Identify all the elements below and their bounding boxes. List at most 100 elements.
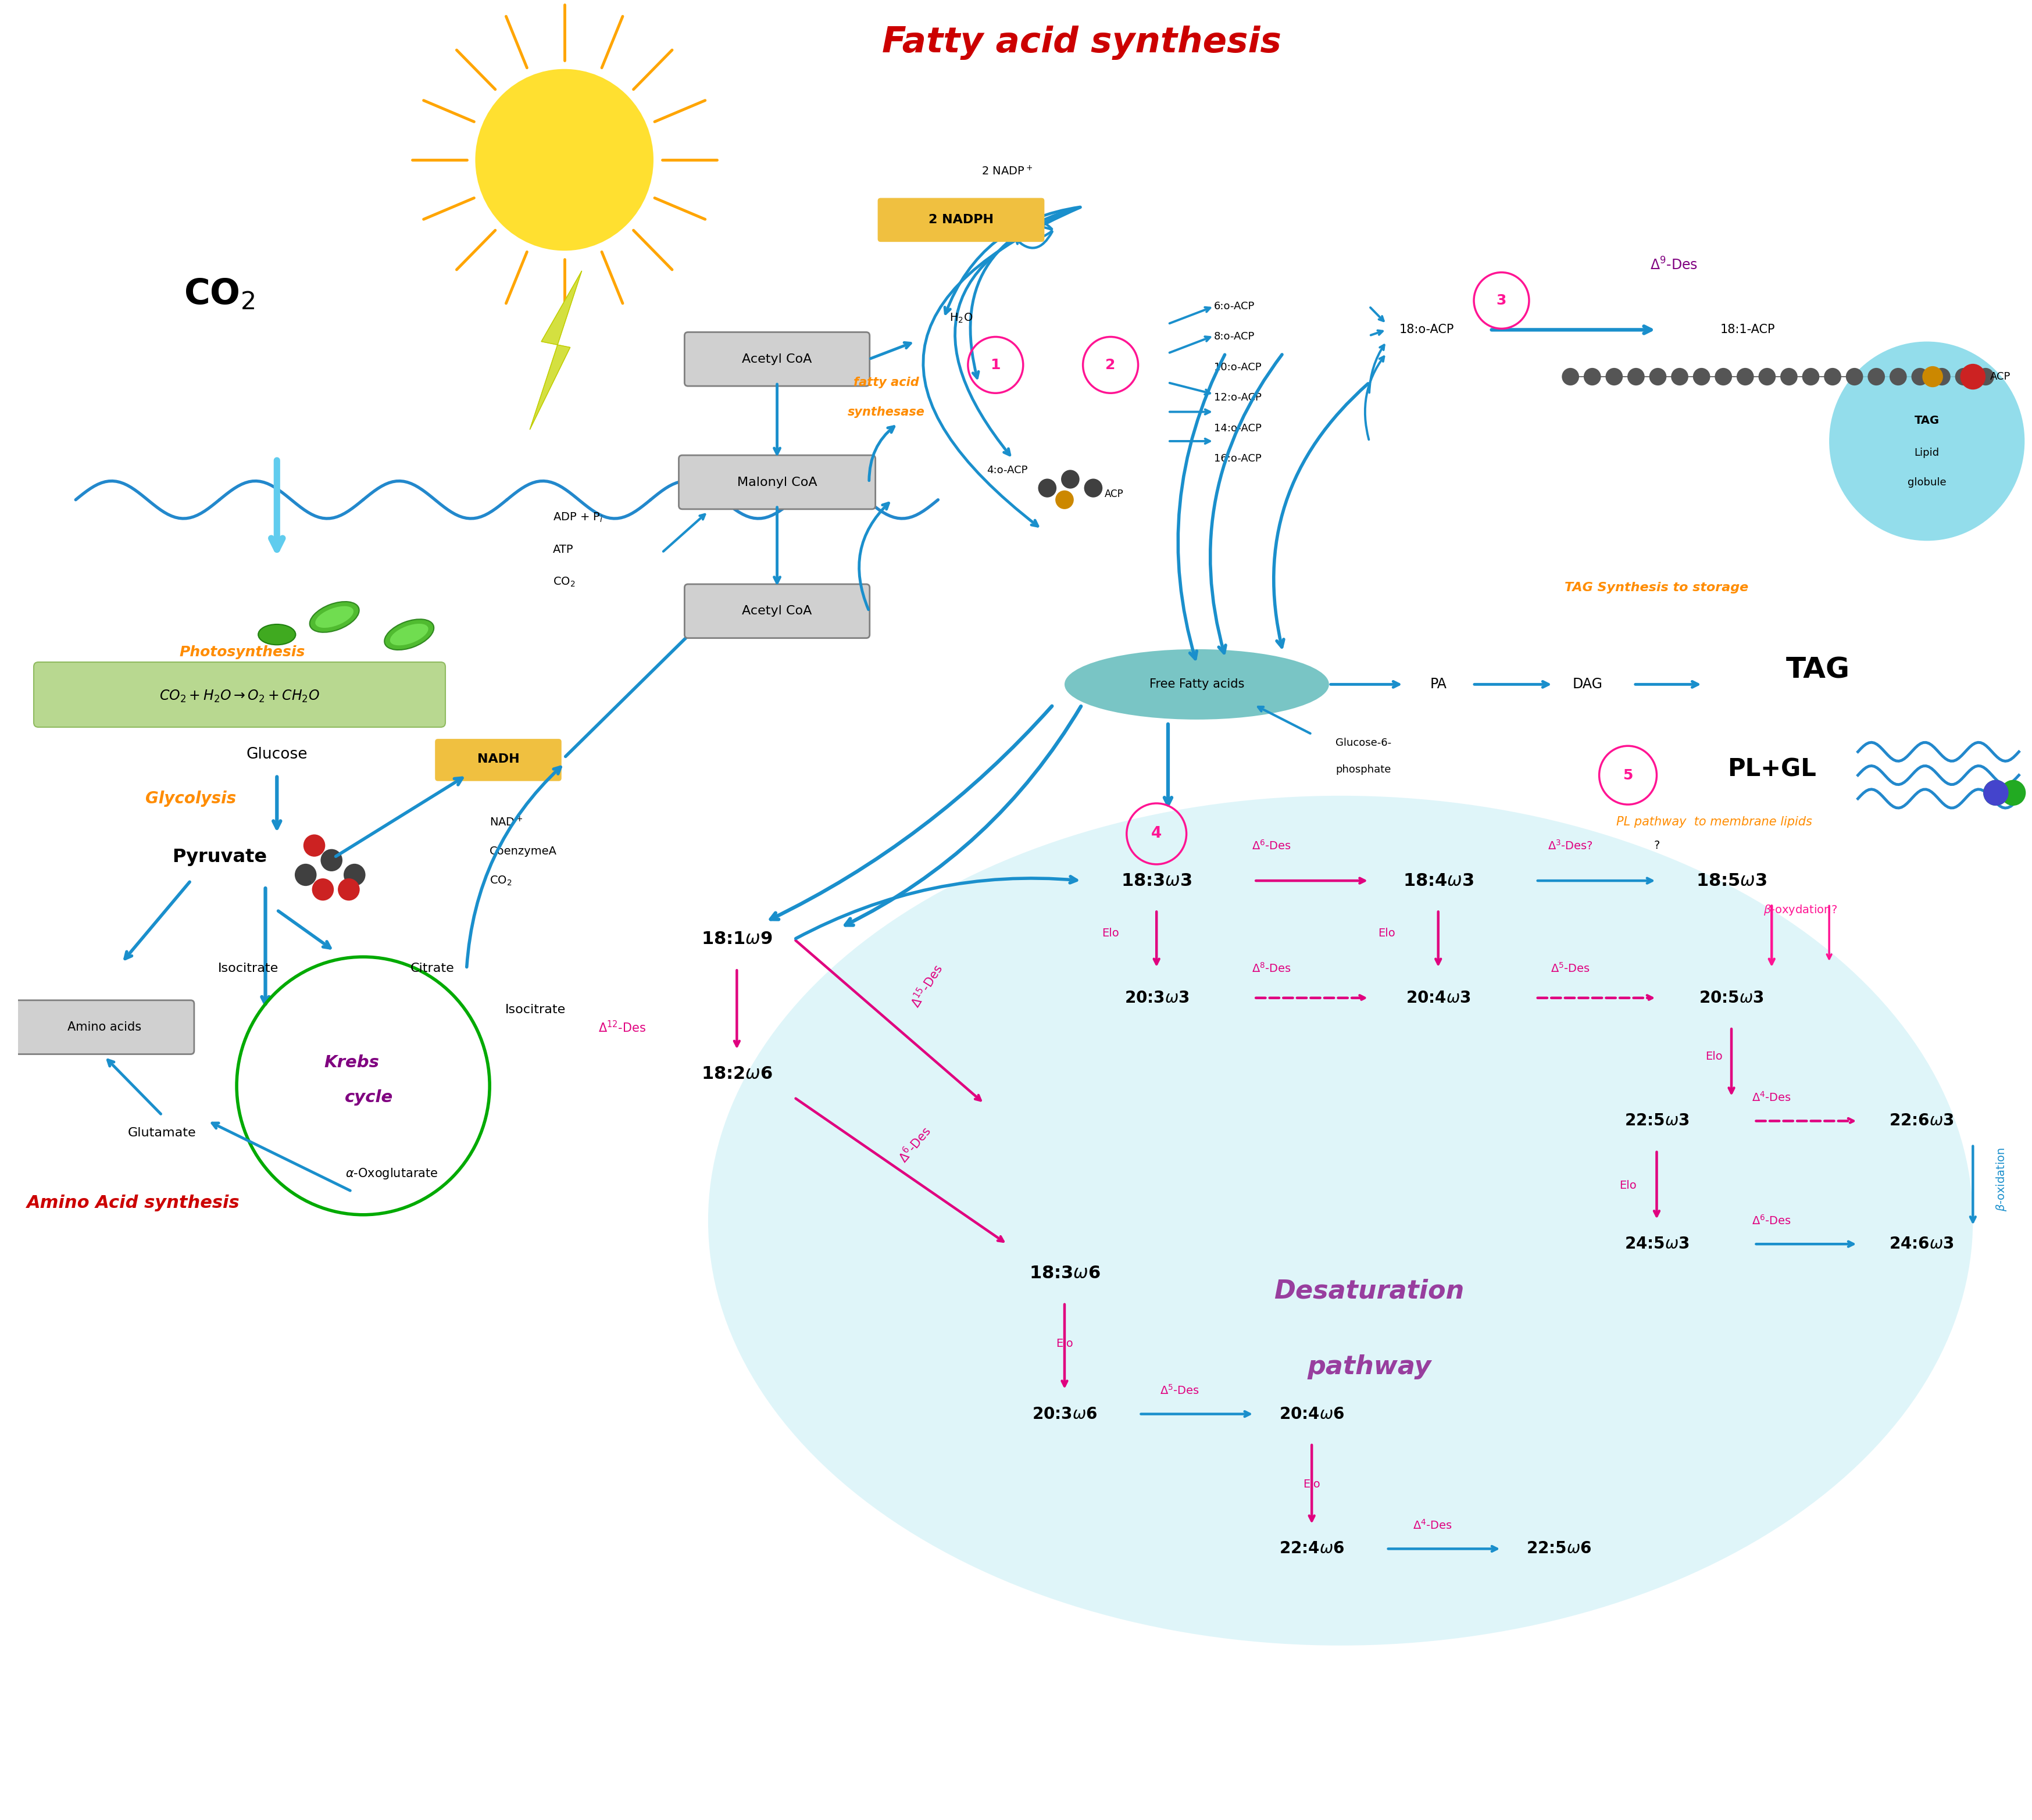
Text: Acetyl CoA: Acetyl CoA: [742, 353, 813, 366]
Text: CoenzymeA: CoenzymeA: [490, 846, 557, 857]
Text: PL+GL: PL+GL: [1727, 757, 1817, 781]
Text: $\beta$-oxidation: $\beta$-oxidation: [1995, 1148, 2008, 1212]
Text: pathway: pathway: [1307, 1354, 1431, 1380]
Text: $\Delta^4$-Des: $\Delta^4$-Des: [1752, 1092, 1792, 1105]
Text: $\Delta^9$-Des: $\Delta^9$-Des: [1650, 257, 1699, 273]
Text: Elo: Elo: [1101, 928, 1120, 939]
Text: Acetyl CoA: Acetyl CoA: [742, 606, 813, 617]
Text: Amino acids: Amino acids: [67, 1021, 142, 1034]
Text: Elo: Elo: [1303, 1480, 1321, 1491]
Circle shape: [1055, 490, 1073, 510]
Text: 22:6$\omega$3: 22:6$\omega$3: [1890, 1112, 1953, 1128]
Circle shape: [1912, 368, 1928, 386]
Circle shape: [1890, 368, 1906, 386]
Text: 2 NADPH: 2 NADPH: [929, 213, 994, 226]
Text: $\Delta^8$-Des: $\Delta^8$-Des: [1252, 963, 1290, 976]
Text: 5: 5: [1624, 768, 1634, 783]
Circle shape: [1085, 479, 1103, 497]
Text: ?: ?: [1654, 841, 1660, 852]
Ellipse shape: [309, 602, 360, 632]
Text: TAG: TAG: [1914, 415, 1939, 426]
FancyBboxPatch shape: [685, 331, 870, 386]
Text: phosphate: phosphate: [1335, 764, 1392, 775]
Circle shape: [343, 864, 366, 886]
Text: Isocitrate: Isocitrate: [217, 963, 278, 974]
Text: 22:4$\omega$6: 22:4$\omega$6: [1280, 1542, 1345, 1556]
Circle shape: [1845, 368, 1863, 386]
Ellipse shape: [707, 795, 1973, 1645]
Text: $\Delta^5$-Des: $\Delta^5$-Des: [1550, 963, 1591, 976]
Text: 1: 1: [990, 359, 1000, 371]
Circle shape: [1999, 781, 2026, 806]
FancyBboxPatch shape: [685, 584, 870, 639]
Text: $\Delta^6$-Des: $\Delta^6$-Des: [896, 1123, 935, 1165]
Text: 8:o-ACP: 8:o-ACP: [1213, 331, 1256, 342]
Text: 18:o-ACP: 18:o-ACP: [1400, 324, 1455, 335]
Text: $\Delta^3$-Des?: $\Delta^3$-Des?: [1548, 839, 1593, 852]
FancyBboxPatch shape: [435, 739, 561, 781]
Ellipse shape: [390, 624, 429, 646]
Ellipse shape: [315, 606, 354, 628]
Text: 20:3$\omega$3: 20:3$\omega$3: [1124, 990, 1189, 1006]
Text: $\mathit{CO_2 + H_2O \rightarrow O_2 + CH_2O}$: $\mathit{CO_2 + H_2O \rightarrow O_2 + C…: [158, 688, 319, 704]
FancyBboxPatch shape: [878, 198, 1044, 242]
Circle shape: [1829, 342, 2024, 541]
Text: 24:6$\omega$3: 24:6$\omega$3: [1890, 1236, 1953, 1252]
Circle shape: [1780, 368, 1798, 386]
Text: 16:o-ACP: 16:o-ACP: [1213, 453, 1262, 464]
Circle shape: [1802, 368, 1819, 386]
Text: 2: 2: [1105, 359, 1116, 371]
Text: $\Delta^6$-Des: $\Delta^6$-Des: [1752, 1214, 1792, 1227]
Text: 4:o-ACP: 4:o-ACP: [988, 466, 1028, 475]
Text: 20:5$\omega$3: 20:5$\omega$3: [1699, 990, 1764, 1006]
Circle shape: [1977, 368, 1993, 386]
Text: H$_2$O: H$_2$O: [949, 311, 973, 324]
Circle shape: [475, 69, 654, 251]
Text: $\Delta^5$-Des: $\Delta^5$-Des: [1160, 1385, 1199, 1398]
FancyBboxPatch shape: [14, 1001, 195, 1054]
Text: 4: 4: [1152, 826, 1162, 841]
Text: DAG: DAG: [1573, 677, 1603, 692]
Text: CO$_2$: CO$_2$: [553, 575, 575, 588]
Circle shape: [1867, 368, 1886, 386]
Ellipse shape: [384, 619, 435, 650]
Text: NADH: NADH: [478, 753, 520, 764]
Text: 18:1$\omega$9: 18:1$\omega$9: [701, 930, 772, 948]
Text: 18:1-ACP: 18:1-ACP: [1719, 324, 1774, 335]
Circle shape: [1955, 368, 1973, 386]
Circle shape: [337, 879, 360, 901]
Circle shape: [1061, 470, 1079, 488]
Text: 20:3$\omega$6: 20:3$\omega$6: [1032, 1405, 1097, 1421]
Text: TAG Synthesis to storage: TAG Synthesis to storage: [1565, 582, 1750, 593]
Text: Amino Acid synthesis: Amino Acid synthesis: [26, 1194, 240, 1212]
Text: Lipid: Lipid: [1914, 448, 1939, 459]
Text: Krebs: Krebs: [323, 1054, 380, 1070]
Text: $\beta$-oxydation?: $\beta$-oxydation?: [1764, 903, 1837, 917]
Text: PL pathway  to membrane lipids: PL pathway to membrane lipids: [1615, 817, 1813, 828]
Text: 6:o-ACP: 6:o-ACP: [1213, 300, 1256, 311]
Text: 14:o-ACP: 14:o-ACP: [1213, 422, 1262, 433]
Text: CO$_2$: CO$_2$: [490, 874, 512, 886]
Circle shape: [313, 879, 333, 901]
Text: CO$_2$: CO$_2$: [183, 277, 254, 311]
Text: NAD$^+$: NAD$^+$: [490, 815, 522, 828]
Circle shape: [1628, 368, 1644, 386]
Circle shape: [1932, 368, 1951, 386]
Text: 18:2$\omega$6: 18:2$\omega$6: [701, 1067, 772, 1083]
Text: ADP + P$_i$: ADP + P$_i$: [553, 511, 604, 524]
Text: Fatty acid synthesis: Fatty acid synthesis: [882, 25, 1282, 60]
Text: ACP: ACP: [1989, 371, 2012, 382]
Polygon shape: [530, 271, 581, 430]
Circle shape: [1038, 479, 1057, 497]
Circle shape: [1737, 368, 1754, 386]
Text: synthesase: synthesase: [847, 406, 925, 417]
Text: Free Fatty acids: Free Fatty acids: [1150, 679, 1244, 690]
Circle shape: [303, 834, 325, 857]
Text: 18:3$\omega$6: 18:3$\omega$6: [1028, 1265, 1099, 1281]
Text: Desaturation: Desaturation: [1274, 1278, 1465, 1303]
Circle shape: [1961, 364, 1985, 389]
Text: 12:o-ACP: 12:o-ACP: [1213, 393, 1262, 402]
Text: Glycolysis: Glycolysis: [146, 790, 236, 806]
Text: ATP: ATP: [553, 544, 573, 555]
Circle shape: [1583, 368, 1601, 386]
